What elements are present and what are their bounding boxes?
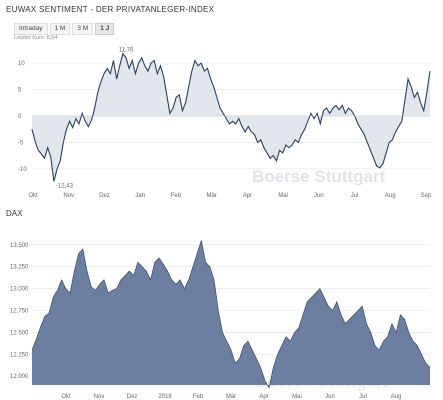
y-tick-label: -5 (18, 140, 24, 146)
x-tick-label: Dez (127, 394, 138, 400)
x-tick-label: Mär (226, 394, 236, 400)
watermark: Boerse Stuttgart (252, 167, 386, 186)
y-tick-label: 13.500 (10, 243, 29, 249)
tab-3m[interactable]: 3 M (72, 23, 94, 35)
tab-1m[interactable]: 1 M (49, 23, 71, 35)
x-tick-label: Jun (314, 193, 324, 199)
chart-title: EUWAX SENTIMENT - DER PRIVATANLEGER-INDE… (6, 5, 215, 14)
y-tick-label: 12.000 (10, 374, 29, 380)
x-tick-label: Apr (243, 193, 252, 199)
x-tick-label: 2018 (158, 394, 172, 400)
y-tick-label: 13.250 (10, 265, 29, 271)
sentiment-line (31, 52, 431, 182)
x-tick-label: Mai (278, 193, 288, 199)
y-tick-label: 12.250 (10, 352, 29, 358)
sentiment-area (32, 53, 430, 182)
y-tick-label: 13.000 (10, 287, 29, 293)
x-tick-label: Jun (325, 394, 335, 400)
last-price: Letzter Kurs: 8,54 (14, 35, 58, 41)
x-tick-label: Okt (61, 394, 71, 400)
x-tick-label: Jan (135, 193, 145, 199)
period-tabs: Intraday 1 M 3 M 1 J (14, 23, 116, 35)
y-tick-label: 12.750 (10, 309, 29, 315)
x-tick-label: Jul (359, 394, 367, 400)
x-tick-label: Mai (292, 394, 302, 400)
x-tick-label: Sep (421, 193, 432, 199)
x-tick-label: Okt (28, 193, 38, 199)
y-tick-label: 0 (18, 114, 22, 120)
dax-title: DAX (6, 209, 23, 218)
y-tick-label: 5 (18, 88, 22, 94)
x-tick-label: Mär (206, 193, 216, 199)
x-tick-label: Aug (385, 193, 396, 199)
dax-area (32, 240, 430, 388)
min-annotation: -12,43 (56, 184, 74, 190)
y-tick-label: -10 (18, 167, 27, 173)
x-tick-label: Nov (63, 193, 74, 199)
x-tick-label: Feb (171, 193, 182, 199)
x-tick-label: Nov (94, 394, 105, 400)
max-annotation: 11,76 (119, 48, 134, 54)
sentiment-chart: 10 5 0 -5 -10 Boerse Stuttgart Okt Nov Dez Jan Feb… (18, 48, 432, 199)
tab-1y[interactable]: 1 J (95, 23, 115, 35)
dax-line (31, 240, 431, 389)
y-tick-label: 12.500 (10, 330, 29, 336)
y-tick-label: 10 (18, 61, 25, 67)
x-tick-label: Feb (193, 394, 204, 400)
x-tick-label: Dez (99, 193, 110, 199)
tab-intraday[interactable]: Intraday (14, 23, 48, 35)
x-tick-label: Aug (391, 394, 402, 400)
x-tick-label: Apr (259, 394, 268, 400)
dax-chart: 13.500 13.250 13.000 12.750 12.500 12.250 12.0… (10, 240, 431, 400)
x-tick-label: Jul (351, 193, 359, 199)
